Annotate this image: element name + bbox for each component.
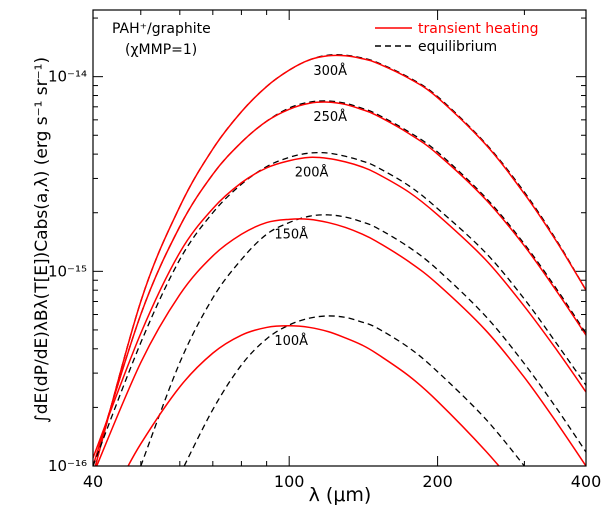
series-transient-200 [93, 156, 586, 459]
curve-label-250: 250Å [313, 109, 347, 125]
series-equilibrium-200 [93, 151, 586, 466]
annotation-material: PAH⁺/graphite [112, 21, 211, 37]
series-transient-150 [95, 218, 586, 466]
curve-label-200: 200Å [295, 164, 329, 180]
y-tick-label: 10⁻¹⁵ [48, 262, 87, 280]
x-tick-label: 40 [83, 472, 103, 491]
tick-labels-layer: 40 100 200 400 10⁻¹⁶ 10⁻¹⁵ 10⁻¹⁴ [48, 68, 601, 491]
curve-label-100: 100Å [274, 333, 308, 349]
series-equilibrium-250 [93, 100, 586, 466]
group-labels-layer: 300Å 250Å 200Å 150Å 100Å [274, 63, 347, 349]
curve-label-150: 150Å [274, 226, 308, 242]
legend-label-transient: transient heating [418, 21, 539, 37]
x-tick-label: 200 [422, 472, 453, 491]
legend: transient heating equilibrium [375, 21, 539, 55]
curves-layer [93, 54, 586, 466]
y-tick-label: 10⁻¹⁴ [48, 68, 87, 86]
annotation-chi: (χMMP=1) [125, 42, 197, 58]
plot-frame [92, 9, 587, 467]
series-transient-100 [127, 325, 500, 466]
legend-label-equilibrium: equilibrium [418, 39, 497, 55]
x-tick-label: 100 [274, 472, 305, 491]
y-tick-label: 10⁻¹⁶ [48, 457, 87, 475]
y-axis-label: ∫dE(dP/dE)λBλ(T[E])Cabs(a,λ) (erg s⁻¹ sr… [32, 57, 52, 423]
series-transient-250 [93, 101, 586, 466]
series-equilibrium-100 [183, 315, 525, 466]
x-tick-label: 400 [571, 472, 602, 491]
curve-label-300: 300Å [313, 63, 347, 79]
series-transient-300 [94, 54, 586, 466]
x-axis-label: λ (μm) [309, 484, 372, 506]
series-equilibrium-150 [140, 214, 586, 466]
ticks-layer [92, 10, 587, 467]
